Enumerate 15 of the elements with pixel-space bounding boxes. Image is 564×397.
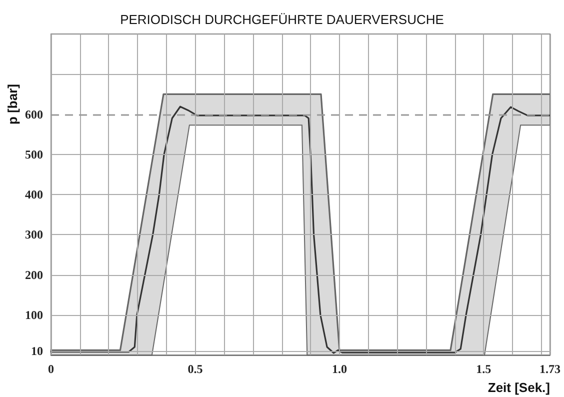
y-tick-label: 300 [25,228,43,242]
x-tick-label: 0.5 [188,362,203,376]
y-tick-label: 500 [25,147,43,162]
chart-title: PERIODISCH DURCHGEFÜHRTE DAUERVERSUCHE [120,12,444,27]
x-axis-title: Zeit [Sek.] [488,380,550,395]
x-tick-label: 1.5 [476,362,492,376]
y-tick-label: 600 [25,107,43,122]
x-tick-label: 0 [48,362,54,376]
y-tick-label: 10 [31,344,43,358]
y-tick-label: 100 [25,308,43,322]
x-tick-label: 1.0 [332,362,347,376]
y-tick-label: 200 [25,268,43,282]
y-tick-label: 400 [25,188,43,202]
x-tick-label: 1.73 [540,362,560,376]
y-axis-title: p [bar] [5,84,20,124]
